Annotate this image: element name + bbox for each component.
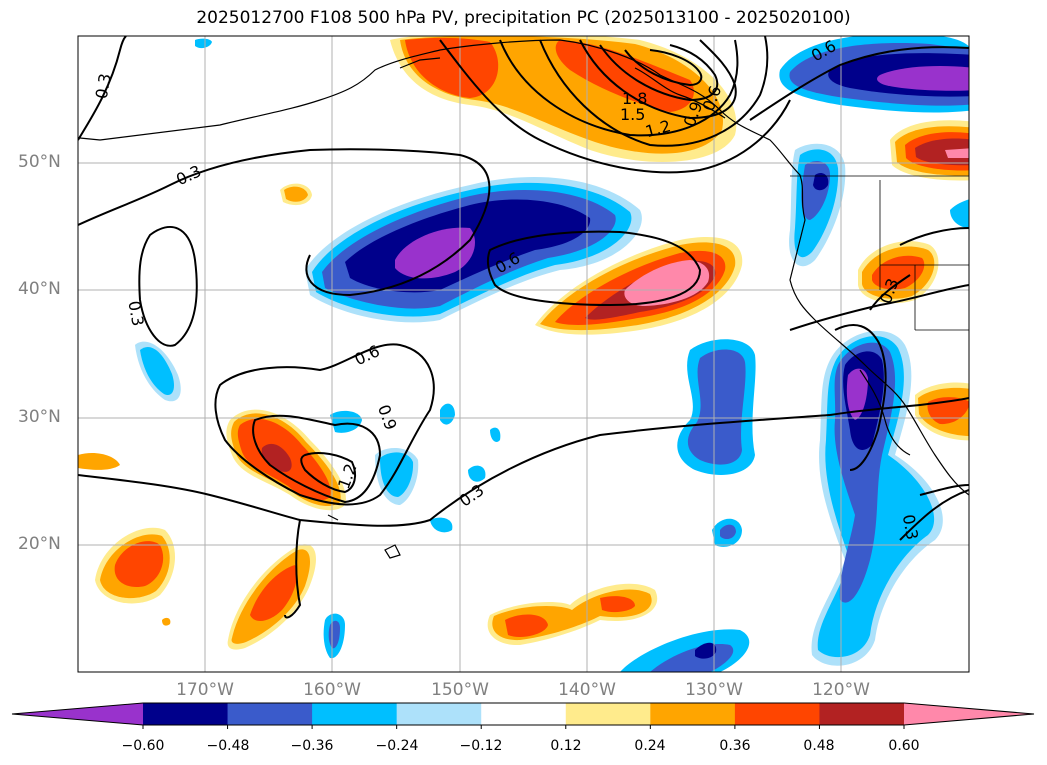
precip-negative-bottom	[620, 629, 750, 672]
contour-label: 0.3	[899, 513, 922, 541]
colorbar-segment	[312, 703, 398, 725]
colorbar-segment	[396, 703, 482, 725]
colorbar-segment	[734, 703, 820, 725]
colorbar-tick-label: −0.60	[121, 738, 165, 754]
precip-positive-165w	[226, 409, 346, 511]
lon-label: 170°W	[176, 680, 234, 700]
precip-negative-edge	[950, 199, 969, 229]
colorbar-extend-right	[904, 703, 1034, 725]
colorbar-segment	[565, 703, 651, 725]
colorbar-tick-label: 0.24	[634, 738, 666, 754]
coastlines	[79, 39, 969, 559]
colorbar	[11, 702, 1035, 729]
colorbar-tick-label: 0.60	[888, 738, 920, 754]
colorbar-tick-label: 0.12	[550, 738, 582, 754]
contour-label: 1.5	[620, 105, 645, 124]
map-title: 2025012700 F108 500 hPa PV, precipitatio…	[196, 8, 851, 28]
precip-positive-gulf-alaska	[390, 36, 737, 162]
precip-positive-southwest	[95, 527, 176, 604]
colorbar-tick-label: −0.36	[290, 738, 334, 754]
colorbar-segment	[650, 703, 736, 725]
lat-label: 50°N	[18, 152, 61, 172]
precip-positive-pacific-northwest	[890, 120, 969, 181]
lat-label: 20°N	[18, 534, 61, 554]
colorbar-tick-label: 0.36	[719, 738, 751, 754]
colorbar-segment	[227, 703, 313, 725]
lon-label: 160°W	[303, 680, 361, 700]
pv-contours	[78, 36, 969, 619]
colorbar-tick-label: −0.48	[206, 738, 250, 754]
graticule	[78, 36, 969, 672]
lat-label: 40°N	[18, 279, 61, 299]
lon-label: 140°W	[558, 680, 616, 700]
precip-negative-130w	[677, 339, 756, 475]
precip-negative-eastern-pacific	[811, 330, 943, 666]
map-frame	[77, 35, 970, 673]
colorbar-segment	[819, 703, 905, 725]
precip-positive-bottom	[487, 583, 658, 646]
contour-label: 1.8	[622, 89, 647, 108]
precip-positive-160w-south	[227, 544, 316, 650]
precip-negative-northeast	[779, 36, 969, 113]
colorbar-tick-label: −0.24	[375, 738, 419, 754]
lon-label: 130°W	[685, 680, 743, 700]
lat-label: 30°N	[18, 407, 61, 427]
colorbar-extend-left	[12, 703, 143, 725]
lon-label: 120°W	[812, 680, 870, 700]
map-background	[78, 36, 969, 672]
colorbar-segment	[143, 703, 229, 725]
precip-negative-central-pacific	[305, 177, 642, 323]
map-content: 0.3 0.3 0.3 0.3 0.3 0.3 0.6 0.6 0.6 0.9 …	[78, 36, 969, 672]
colorbar-segment	[481, 703, 567, 725]
colorbar-tick-label: −0.12	[459, 738, 503, 754]
contour-label: 0.3	[124, 299, 147, 327]
colorbar-tick-label: 0.48	[803, 738, 835, 754]
contour-label: 0.3	[92, 72, 115, 100]
lon-label: 150°W	[431, 680, 489, 700]
